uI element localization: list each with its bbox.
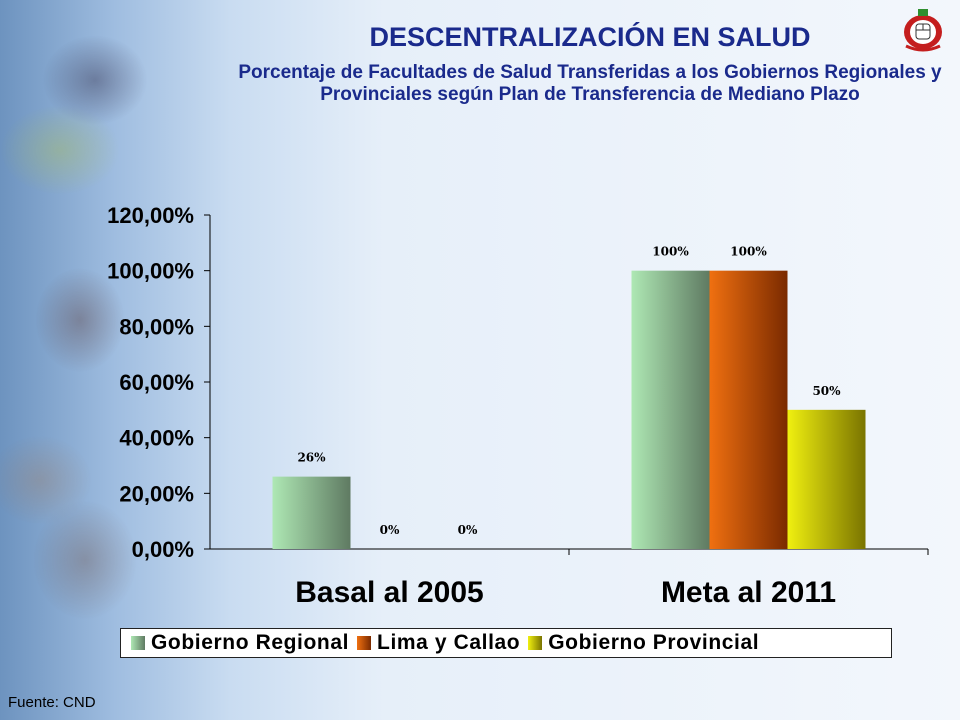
legend-item-gobierno-regional: Gobierno Regional: [131, 631, 349, 655]
legend-swatch: [131, 636, 145, 650]
data-label: 50%: [812, 384, 841, 398]
bar-gobierno-regional: [631, 270, 710, 549]
data-label: 100%: [730, 245, 767, 259]
source-note: Fuente: CND: [8, 694, 96, 711]
x-axis: [210, 548, 929, 555]
x-category-label: Basal al 2005: [295, 576, 483, 609]
y-tick-label: 20,00%: [119, 481, 194, 506]
legend-swatch: [357, 636, 372, 650]
legend-label: Gobierno Provincial: [548, 631, 760, 654]
data-label: 100%: [652, 245, 689, 259]
legend-label: Lima y Callao: [377, 631, 521, 654]
slide-subtitle: Porcentaje de Facultades de Salud Transf…: [238, 62, 942, 105]
bar-gobierno-regional: [272, 476, 351, 549]
data-label: 26%: [297, 451, 326, 465]
y-tick-label: 40,00%: [119, 426, 194, 451]
bar-lima-y-callao: [709, 270, 788, 549]
y-tick-label: 100,00%: [107, 259, 194, 284]
legend-item-gobierno-provincial: Gobierno Provincial: [528, 631, 759, 655]
data-label: 0%: [458, 523, 478, 537]
legend-swatch: [528, 636, 543, 650]
y-tick-label: 60,00%: [119, 370, 194, 395]
chart-legend: Gobierno Regional Lima y Callao Gobierno…: [120, 628, 892, 658]
slide-title: DESCENTRALIZACIÓN EN SALUD: [369, 22, 811, 52]
background-photo-collage: [0, 0, 235, 720]
y-tick-label: 80,00%: [119, 314, 194, 339]
legend-item-lima-y-callao: Lima y Callao: [357, 631, 520, 655]
coat-of-arms-icon: [898, 4, 948, 54]
y-tick-label: 0,00%: [132, 537, 194, 562]
x-category-label: Meta al 2011: [661, 576, 836, 609]
data-label: 0%: [380, 523, 400, 537]
y-tick-label: 120,00%: [107, 203, 194, 228]
legend-label: Gobierno Regional: [151, 631, 350, 654]
bar-gobierno-provincial: [787, 409, 866, 549]
